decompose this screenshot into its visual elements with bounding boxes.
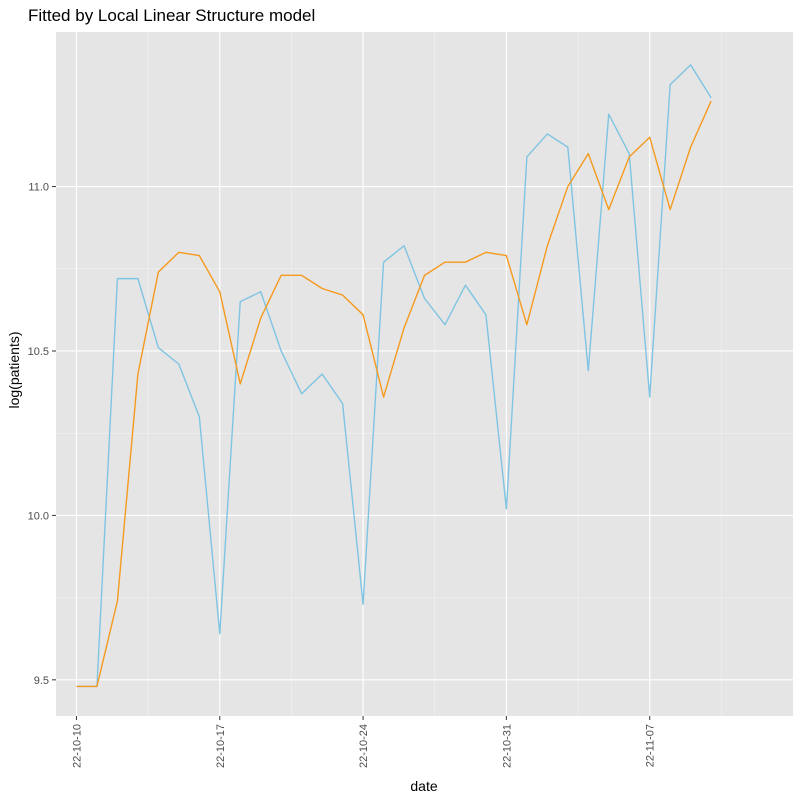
series-line-1 [76,64,712,688]
y-axis: 9.5 10.0 10.5 11.0 [28,182,56,687]
x-tick-label: 22-10-10 [71,724,83,768]
chart-title: Fitted by Local Linear Structure model [28,6,315,25]
x-tick-label: 22-10-17 [215,724,227,768]
grid-minor [56,32,793,716]
y-tick-label: 9.5 [34,675,49,687]
x-axis: 22-10-10 22-10-17 22-10-24 22-10-31 22-11-07 [71,716,657,768]
x-axis-title: date [410,778,437,794]
x-tick-label: 22-11-07 [645,724,657,767]
y-axis-title: log(patients) [6,331,22,408]
x-tick-label: 22-10-31 [501,724,513,768]
plot-panel [56,32,793,716]
y-tick-label: 11.0 [28,182,49,194]
series-layer [76,64,712,688]
y-tick-label: 10.0 [28,510,49,522]
grid-major [56,32,793,716]
x-tick-label: 22-10-24 [358,724,370,768]
series-line-2 [76,100,712,688]
y-tick-label: 10.5 [28,346,49,358]
